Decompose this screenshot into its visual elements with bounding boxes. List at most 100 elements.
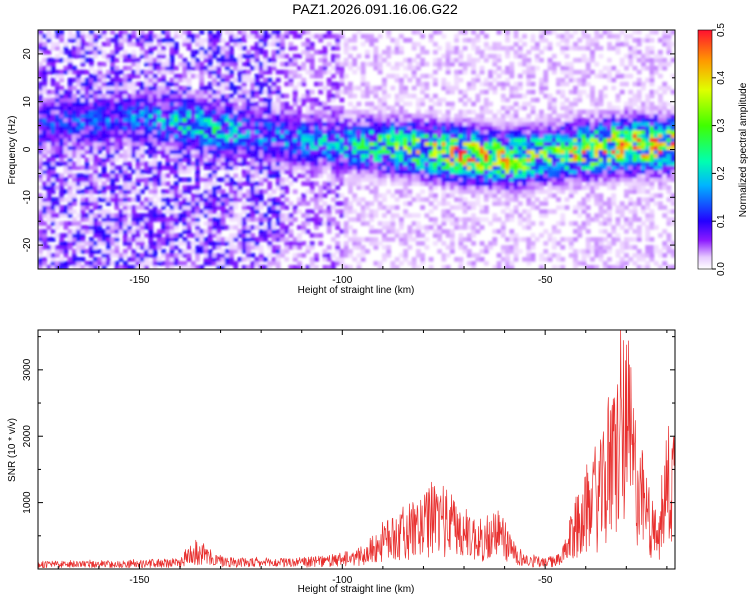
spectrogram-cell [424,153,430,159]
spectrogram-cell [105,101,111,107]
spectrogram-cell [297,201,302,206]
spectrogram-cell [314,141,319,147]
spectrogram-cell [152,101,158,107]
spectrogram-cell [407,137,413,143]
spectrogram-cell [420,81,426,87]
spectrogram-cell [411,197,417,202]
spectrogram-cell [364,129,370,135]
spectrogram-cell [220,97,226,103]
spectrogram-cell [38,237,43,242]
spectrogram-cell [284,169,290,174]
spectrogram-cell [441,61,447,67]
spectrogram-cell [394,97,400,103]
spectrogram-cell [339,161,345,167]
spectrogram-cell [161,53,166,59]
spectrogram-cell [280,213,285,218]
spectrogram-cell [356,173,362,178]
spectrogram-cell [513,237,519,242]
spectrogram-cell [207,209,213,214]
spectrogram-cell [63,101,69,107]
spectrogram-cell [263,49,268,55]
spectrogram-cell [386,117,392,123]
spectrogram-cell [46,217,52,222]
spectrogram-cell [38,149,43,155]
spectrogram-cell [233,213,239,218]
spectrogram-cell [445,229,451,234]
spectrogram-cell [216,145,222,151]
spectrogram-cell [339,181,345,186]
spectrogram-cell [110,261,116,266]
spectrogram-cell [466,173,472,178]
spectrogram-cell [152,45,158,51]
spectrogram-cell [254,265,260,269]
spectrogram-cell [297,133,302,139]
spectrogram-cell [275,89,281,95]
spectrogram-cell [449,249,455,254]
spectrogram-cell [152,57,158,63]
spectrogram-cell [331,45,336,51]
spectrogram-cell [54,177,60,182]
spectrogram-cell [118,89,124,95]
spectrogram-cell [169,145,175,151]
spectrogram-cell [152,201,158,206]
spectrogram-cell [224,61,230,67]
spectrogram-cell [509,65,515,71]
spectrogram-cell [322,165,328,171]
spectrogram-cell [394,125,400,131]
spectrogram-cell [526,261,532,266]
spectrogram-cell [38,233,43,238]
spectrogram-cell [135,189,141,194]
spectrogram-cell [394,173,400,178]
spectrogram-cell [411,213,417,218]
spectrogram-cell [475,181,481,186]
spectrogram-cell [403,249,409,254]
spectrogram-cell [449,85,455,91]
spectrogram-cell [216,161,222,167]
spectrogram-cell [71,193,77,198]
spectrogram-cell [220,89,226,95]
spectrogram-cell [505,137,510,143]
spectrogram-cell [148,161,154,167]
spectrogram-cell [483,177,489,182]
spectrogram-cell [254,217,260,222]
spectrogram-cell [263,177,268,182]
spectrogram-cell [500,185,506,190]
spectrogram-cell [505,161,510,167]
spectrogram-cell [471,189,477,194]
spectrogram-cell [220,209,226,214]
spectrogram-cell [360,109,366,115]
spectrogram-cell [403,173,409,178]
spectrogram-cell [500,249,506,254]
spectrogram-cell [509,161,515,167]
spectrogram-cell [178,101,183,107]
spectrogram-cell [297,161,302,167]
spectrogram-cell [322,193,328,198]
spectrogram-cell [161,221,166,226]
spectrogram-cell [407,37,413,43]
spectrogram-cell [237,93,243,99]
spectrogram-cell [67,49,73,55]
spectrogram-cell [390,133,396,139]
spectrogram-cell [139,213,145,218]
spectrogram-cell [254,185,260,190]
spectrogram-cell [254,89,260,95]
spectrogram-cell [275,177,281,182]
spectrogram-cell [101,41,107,47]
spectrogram-cell [97,261,103,266]
spectrogram-cell [258,257,264,262]
spectrogram-cell [475,201,481,206]
spectrogram-cell [441,149,447,155]
spectrogram-cell [301,117,307,123]
spectrogram-cell [178,129,183,135]
spectrogram-cell [144,41,150,47]
spectrogram-cell [526,117,532,123]
spectrogram-cell [475,149,481,155]
spectrogram-cell [144,93,150,99]
spectrogram-cell [386,133,392,139]
spectrogram-cell [216,233,222,238]
spectrogram-cell [275,229,281,234]
spectrogram-cell [288,121,294,127]
spectrogram-cell [445,265,451,269]
spectrogram-cell [530,245,536,250]
spectrogram-cell [88,30,94,35]
